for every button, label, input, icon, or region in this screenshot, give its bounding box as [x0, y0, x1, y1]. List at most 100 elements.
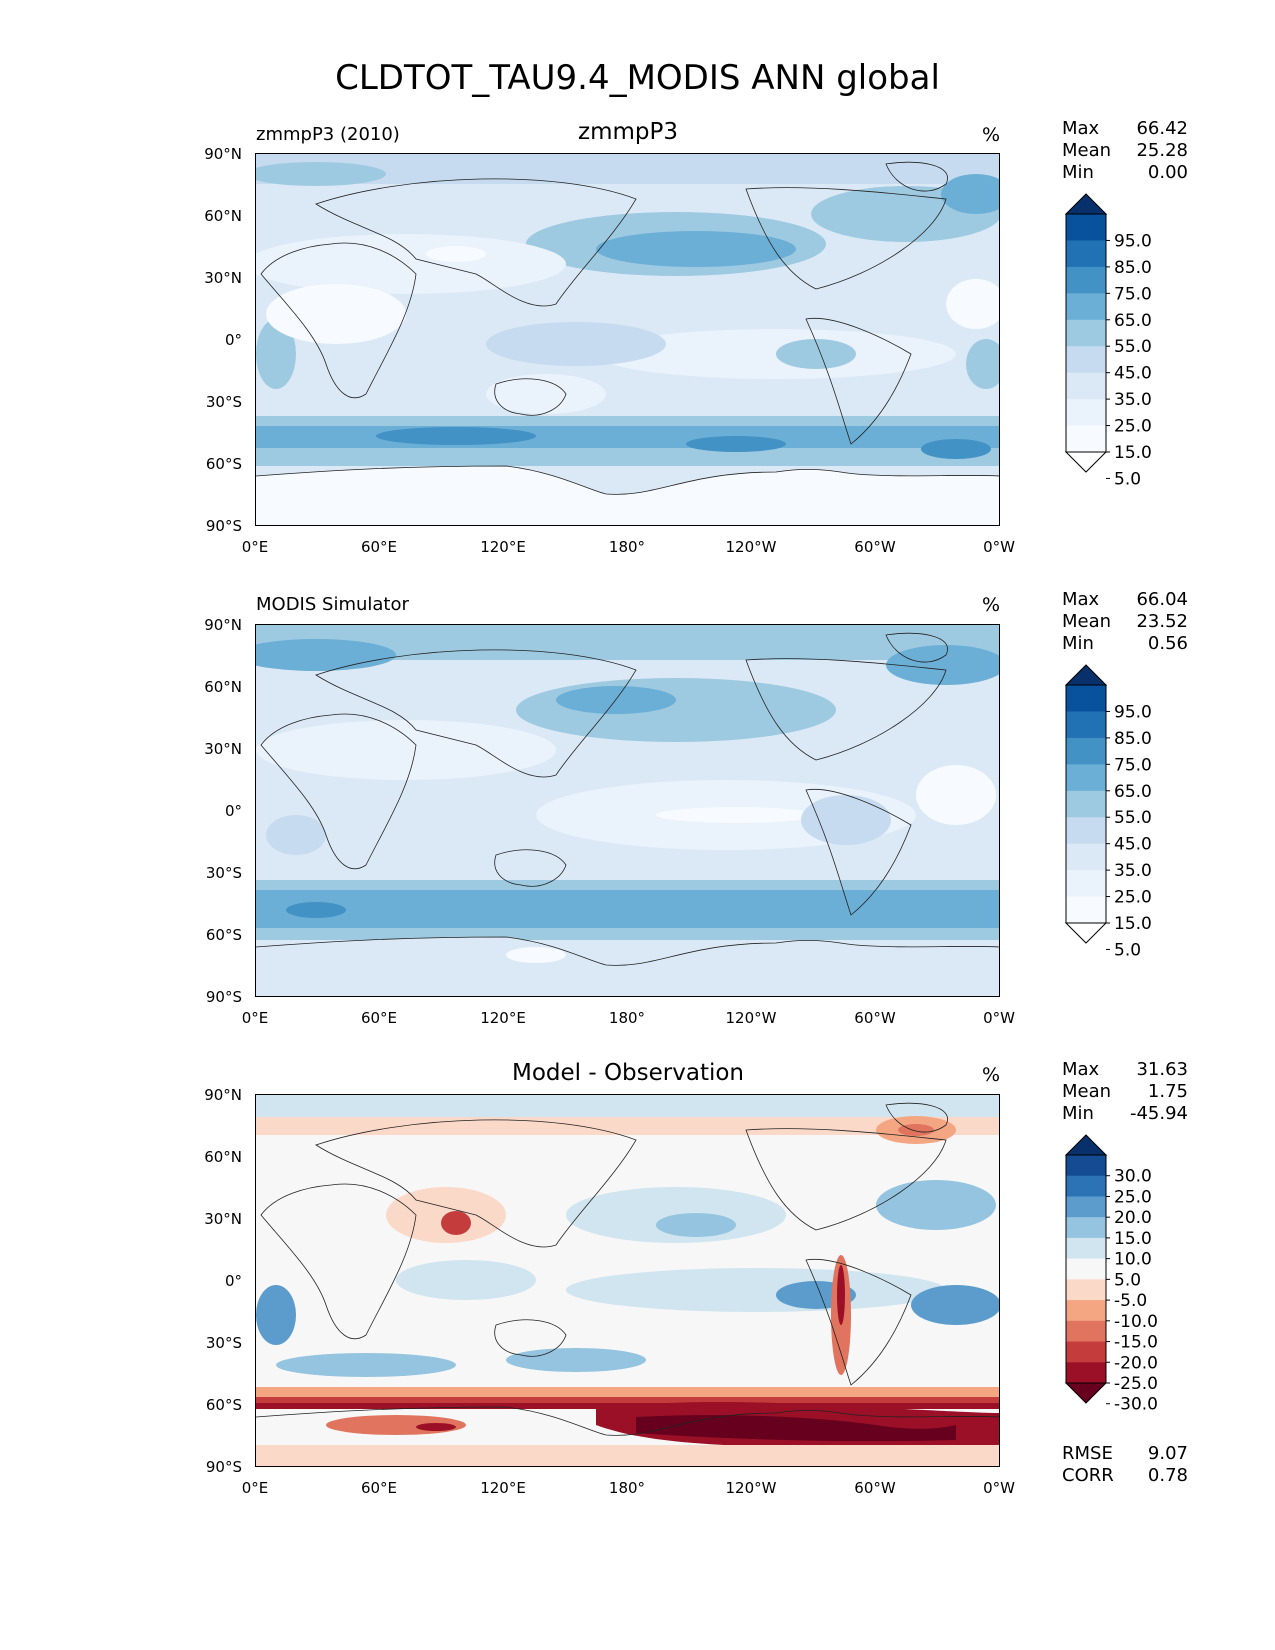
panel3-ytick: 60°S — [205, 1396, 242, 1414]
colorbar-segment — [1066, 372, 1106, 400]
panel3-ytick: 90°N — [204, 1086, 242, 1104]
panel1-center-title: zmmpP3 — [578, 119, 678, 145]
panel3-ytick: 30°S — [205, 1334, 242, 1352]
panel2-ytick: 0° — [224, 802, 242, 820]
colorbar-extend-top — [1064, 1134, 1108, 1156]
panel2-ytick: 30°S — [205, 864, 242, 882]
colorbar-label: 30.0 — [1114, 1167, 1152, 1187]
colorbar-segment — [1066, 1279, 1106, 1301]
panel1-xtick: 120°E — [480, 538, 526, 556]
colorbar-frame — [1065, 213, 1107, 453]
panel2-left-title: MODIS Simulator — [256, 594, 409, 615]
colorbar-segment — [1066, 1341, 1106, 1363]
panel1-ytick: 60°S — [205, 455, 242, 473]
panel2-unit: % — [982, 594, 1001, 616]
colorbar-label: 25.0 — [1114, 417, 1152, 437]
colorbar-label: 55.0 — [1114, 808, 1152, 828]
panel3-error-stats: RMSE 9.07 CORR 0.78 — [1062, 1443, 1188, 1487]
colorbar-frame — [1065, 1154, 1107, 1384]
colorbar-segment — [1066, 1362, 1106, 1384]
panel3-colorbar: 30.025.020.015.010.05.0-5.0-10.0-15.0-20… — [1064, 1134, 1158, 1415]
stat-label: CORR — [1062, 1465, 1114, 1486]
colorbar-segment — [1066, 266, 1106, 294]
panel2-xtick: 60°E — [360, 1009, 398, 1027]
panel3-stats: Max 31.63 Mean 1.75 Min -45.94 — [1062, 1059, 1188, 1125]
panel2-map — [255, 624, 1000, 997]
stat-value: 23.52 — [1136, 611, 1188, 632]
stat-label: Min — [1062, 162, 1094, 183]
panel3-unit: % — [982, 1064, 1001, 1086]
stat-value: 31.63 — [1136, 1059, 1188, 1080]
colorbar-extend-bottom — [1064, 451, 1108, 473]
colorbar-segment — [1066, 1237, 1106, 1260]
colorbar-segment — [1066, 685, 1106, 712]
colorbar-extend-top — [1064, 193, 1108, 215]
panel3-ytick: 30°N — [204, 1210, 242, 1228]
panel2-stats: Max 66.04 Mean 23.52 Min 0.56 — [1062, 589, 1188, 655]
colorbar-segment — [1066, 817, 1106, 845]
colorbar-label: 85.0 — [1114, 729, 1152, 749]
stat-value: 0.00 — [1147, 162, 1188, 183]
stat-value: 66.42 — [1136, 118, 1188, 139]
colorbar-label: 85.0 — [1114, 258, 1152, 278]
panel3-xtick: 120°E — [480, 1479, 526, 1497]
panel2-xtick: 120°E — [480, 1009, 526, 1027]
colorbar-label: 5.0 — [1114, 469, 1141, 489]
stat-value: 0.56 — [1147, 633, 1188, 654]
colorbar-label: 35.0 — [1114, 390, 1152, 410]
colorbar-segment — [1066, 425, 1106, 453]
stat-value: 66.04 — [1136, 589, 1188, 610]
colorbar-segment — [1066, 1155, 1106, 1177]
colorbar-extend-bottom — [1064, 922, 1108, 944]
panel1-ytick: 30°N — [204, 269, 242, 287]
panel3-xtick: 0°E — [241, 1479, 269, 1497]
colorbar-label: 10.0 — [1114, 1250, 1152, 1270]
panel1-ytick: 60°N — [204, 207, 242, 225]
colorbar-label: 25.0 — [1114, 888, 1152, 908]
colorbar-frame — [1065, 684, 1107, 924]
colorbar-label: 45.0 — [1114, 835, 1152, 855]
colorbar-segment — [1066, 737, 1106, 765]
colorbar-segment — [1066, 764, 1106, 792]
stat-value: 0.78 — [1147, 1465, 1188, 1486]
colorbar-segment — [1066, 870, 1106, 898]
panel3-ytick: 90°S — [205, 1458, 242, 1476]
panel1-left-title: zmmpP3 (2010) — [256, 124, 400, 145]
colorbar-label: 55.0 — [1114, 337, 1152, 357]
panel3-ytick: 0° — [224, 1272, 242, 1290]
colorbar-segment — [1066, 293, 1106, 321]
stat-label: Mean — [1062, 611, 1112, 632]
stat-label: RMSE — [1062, 1443, 1113, 1464]
colorbar-segment — [1066, 346, 1106, 374]
stat-value: 25.28 — [1136, 140, 1188, 161]
panel1-xtick: 60°W — [854, 538, 896, 556]
colorbar-label: 45.0 — [1114, 364, 1152, 384]
colorbar-segment — [1066, 214, 1106, 241]
panel2-ytick: 60°S — [205, 926, 242, 944]
colorbar-label: 95.0 — [1114, 231, 1152, 251]
panel3-xtick: 60°W — [854, 1479, 896, 1497]
colorbar-label: 5.0 — [1114, 1270, 1141, 1290]
panel1-xtick: 0°E — [241, 538, 269, 556]
stat-label: Max — [1062, 589, 1100, 610]
panel3-xtick: 120°W — [725, 1479, 777, 1497]
colorbar-segment — [1066, 240, 1106, 268]
colorbar-segment — [1066, 843, 1106, 871]
panel3-xtick: 180° — [608, 1479, 646, 1497]
colorbar-label: -30.0 — [1114, 1395, 1158, 1415]
colorbar-label: 75.0 — [1114, 755, 1152, 775]
panel2-ytick: 90°N — [204, 616, 242, 634]
colorbar-label: 75.0 — [1114, 284, 1152, 304]
panel1-xtick: 0°W — [983, 538, 1015, 556]
colorbar-extend-top — [1064, 664, 1108, 686]
stat-label: Max — [1062, 1059, 1100, 1080]
panel2-xtick: 0°E — [241, 1009, 269, 1027]
panel3-xtick: 0°W — [983, 1479, 1015, 1497]
stat-label: Max — [1062, 118, 1100, 139]
colorbar-label: 15.0 — [1114, 443, 1152, 463]
colorbar-segment — [1066, 1320, 1106, 1343]
stat-label: Min — [1062, 1103, 1094, 1124]
colorbar-label: 15.0 — [1114, 1229, 1152, 1249]
colorbar-segment — [1066, 711, 1106, 739]
panel3-ytick: 60°N — [204, 1148, 242, 1166]
